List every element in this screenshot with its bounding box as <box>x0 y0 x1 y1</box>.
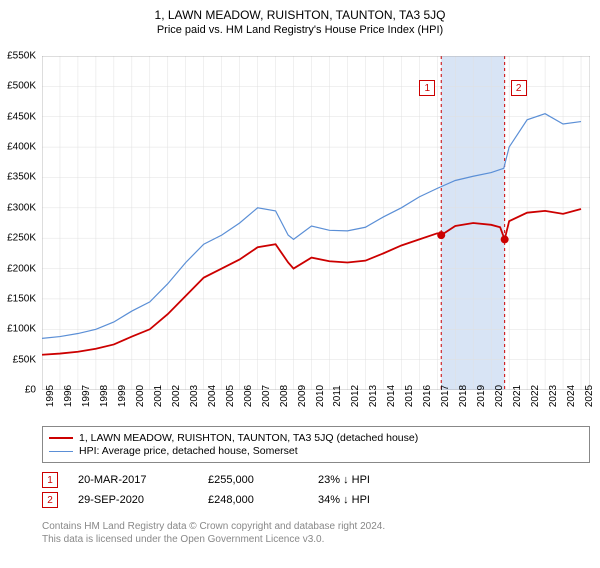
y-tick-label: £400K <box>7 142 36 153</box>
x-tick-label: 2024 <box>566 385 577 407</box>
x-tick-label: 2012 <box>350 385 361 407</box>
x-axis: 1995199619971998199920002001200220032004… <box>42 392 590 422</box>
legend-label: HPI: Average price, detached house, Some… <box>79 445 298 457</box>
x-tick-label: 2003 <box>189 385 200 407</box>
chart-title: 1, LAWN MEADOW, RUISHTON, TAUNTON, TA3 5… <box>0 8 600 22</box>
x-tick-label: 2007 <box>261 385 272 407</box>
footer-line2: This data is licensed under the Open Gov… <box>42 533 590 546</box>
sale-date: 20-MAR-2017 <box>78 474 208 486</box>
sale-row: 2 29-SEP-2020£248,00034% ↓ HPI <box>42 492 590 508</box>
y-tick-label: £100K <box>7 324 36 335</box>
x-tick-label: 2017 <box>440 385 451 407</box>
plot-svg <box>42 56 590 390</box>
legend-item: HPI: Average price, detached house, Some… <box>49 445 583 457</box>
footer: Contains HM Land Registry data © Crown c… <box>42 520 590 546</box>
y-tick-label: £550K <box>7 51 36 62</box>
sale-hpi: 34% ↓ HPI <box>318 494 590 506</box>
sale-hpi: 23% ↓ HPI <box>318 474 590 486</box>
y-tick-label: £250K <box>7 233 36 244</box>
x-tick-label: 1996 <box>63 385 74 407</box>
legend: 1, LAWN MEADOW, RUISHTON, TAUNTON, TA3 5… <box>42 426 590 463</box>
x-tick-label: 2010 <box>315 385 326 407</box>
y-tick-label: £450K <box>7 111 36 122</box>
sale-marker-1: 1 <box>419 80 435 96</box>
sale-price: £248,000 <box>208 494 318 506</box>
footer-line1: Contains HM Land Registry data © Crown c… <box>42 520 590 533</box>
x-tick-label: 2001 <box>153 385 164 407</box>
x-tick-label: 2015 <box>404 385 415 407</box>
sale-row: 1 20-MAR-2017£255,00023% ↓ HPI <box>42 472 590 488</box>
x-tick-label: 1997 <box>81 385 92 407</box>
sale-date: 29-SEP-2020 <box>78 494 208 506</box>
sale-marker-2: 2 <box>511 80 527 96</box>
x-tick-label: 2022 <box>530 385 541 407</box>
x-tick-label: 1998 <box>99 385 110 407</box>
x-tick-label: 1999 <box>117 385 128 407</box>
x-tick-label: 2018 <box>458 385 469 407</box>
x-tick-label: 2013 <box>368 385 379 407</box>
x-tick-label: 2021 <box>512 385 523 407</box>
x-tick-label: 2000 <box>135 385 146 407</box>
y-tick-label: £200K <box>7 263 36 274</box>
x-tick-label: 2014 <box>386 385 397 407</box>
sale-marker-box: 2 <box>42 492 58 508</box>
chart-container: 1, LAWN MEADOW, RUISHTON, TAUNTON, TA3 5… <box>0 8 600 568</box>
x-tick-label: 2019 <box>476 385 487 407</box>
x-tick-label: 2002 <box>171 385 182 407</box>
x-tick-label: 2020 <box>494 385 505 407</box>
x-tick-label: 1995 <box>45 385 56 407</box>
x-tick-label: 2004 <box>207 385 218 407</box>
y-axis: £0£50K£100K£150K£200K£250K£300K£350K£400… <box>0 56 40 390</box>
sale-price: £255,000 <box>208 474 318 486</box>
x-tick-label: 2006 <box>243 385 254 407</box>
y-tick-label: £150K <box>7 293 36 304</box>
y-tick-label: £0 <box>25 385 36 396</box>
legend-swatch <box>49 437 73 439</box>
y-tick-label: £350K <box>7 172 36 183</box>
x-tick-label: 2005 <box>225 385 236 407</box>
x-tick-label: 2023 <box>548 385 559 407</box>
legend-label: 1, LAWN MEADOW, RUISHTON, TAUNTON, TA3 5… <box>79 432 418 444</box>
y-tick-label: £300K <box>7 202 36 213</box>
x-tick-label: 2008 <box>279 385 290 407</box>
sales-table: 1 20-MAR-2017£255,00023% ↓ HPI 2 29-SEP-202… <box>42 468 590 512</box>
legend-swatch <box>49 451 73 452</box>
x-tick-label: 2016 <box>422 385 433 407</box>
x-tick-label: 2025 <box>584 385 595 407</box>
legend-item: 1, LAWN MEADOW, RUISHTON, TAUNTON, TA3 5… <box>49 432 583 444</box>
chart-subtitle: Price paid vs. HM Land Registry's House … <box>0 24 600 36</box>
sale-marker-box: 1 <box>42 472 58 488</box>
y-tick-label: £500K <box>7 81 36 92</box>
plot-area <box>42 56 590 390</box>
x-tick-label: 2009 <box>297 385 308 407</box>
y-tick-label: £50K <box>13 354 36 365</box>
x-tick-label: 2011 <box>332 385 343 407</box>
